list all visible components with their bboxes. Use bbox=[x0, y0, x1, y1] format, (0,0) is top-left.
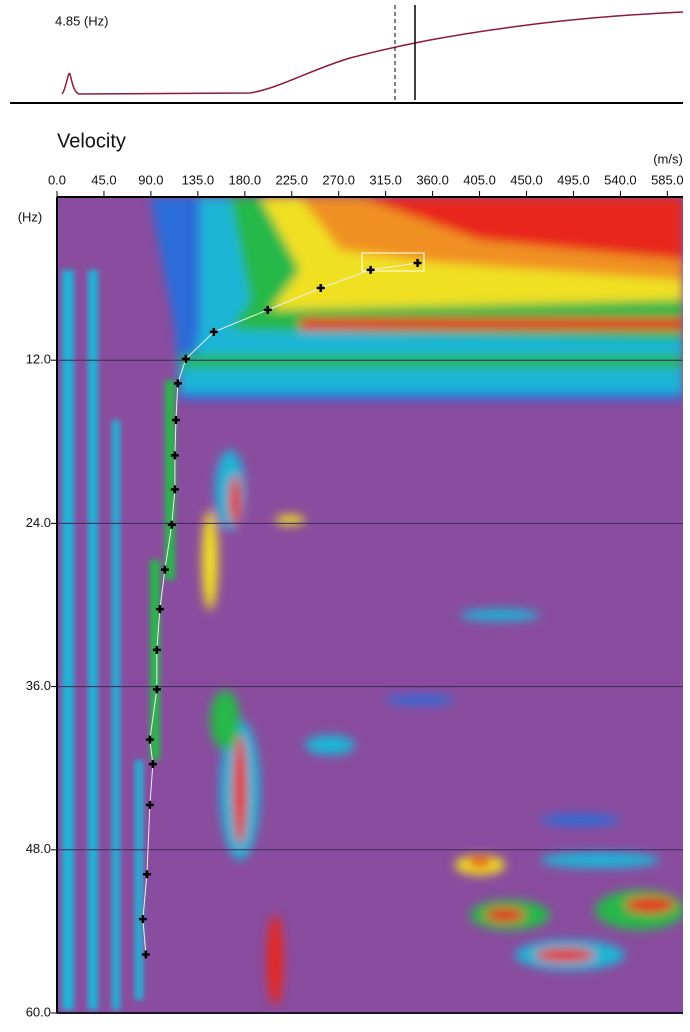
x-tick-label: 315.0 bbox=[369, 172, 402, 187]
pick-point bbox=[366, 265, 375, 274]
pick-point bbox=[173, 379, 182, 388]
pick-point bbox=[138, 915, 147, 924]
spectrum-line bbox=[61, 11, 684, 95]
y-tick-label: 60.0 bbox=[26, 1004, 51, 1019]
pick-point bbox=[170, 485, 179, 494]
pick-point bbox=[145, 800, 154, 809]
x-tick-label: 0.0 bbox=[48, 172, 66, 187]
y-axis-label: (Hz) bbox=[18, 209, 43, 224]
x-tick-label: 45.0 bbox=[91, 172, 116, 187]
pick-point bbox=[155, 605, 164, 614]
x-tick-label: 495.0 bbox=[557, 172, 590, 187]
chart-title: Velocity bbox=[57, 130, 126, 152]
y-tick-label: 36.0 bbox=[26, 678, 51, 693]
x-tick-label: 225.0 bbox=[275, 172, 308, 187]
x-tick-label: 270.0 bbox=[322, 172, 355, 187]
pick-point bbox=[316, 283, 325, 292]
x-tick-label: 180.0 bbox=[229, 172, 262, 187]
spectrum-panel: 4.85 (Hz) bbox=[10, 5, 684, 104]
pick-point bbox=[141, 950, 150, 959]
pick-point bbox=[152, 685, 161, 694]
pick-point bbox=[181, 354, 190, 363]
pick-point bbox=[263, 305, 272, 314]
pick-point bbox=[142, 870, 151, 879]
annotation: 4.85 (Hz) bbox=[55, 13, 108, 28]
pick-point bbox=[413, 258, 422, 267]
pick-point bbox=[160, 565, 169, 574]
x-tick-label: 90.0 bbox=[138, 172, 163, 187]
x-tick-label: 135.0 bbox=[182, 172, 215, 187]
pick-point bbox=[152, 645, 161, 654]
x-tick-label: 405.0 bbox=[463, 172, 496, 187]
pick-point bbox=[148, 760, 157, 769]
y-tick-label: 24.0 bbox=[26, 515, 51, 530]
x-axis-label: (m/s) bbox=[653, 151, 683, 166]
pick-point bbox=[167, 520, 176, 529]
y-tick-label: 12.0 bbox=[26, 352, 51, 367]
pick-point bbox=[171, 416, 180, 425]
pick-point bbox=[209, 327, 218, 336]
x-tick-label: 450.0 bbox=[510, 172, 543, 187]
x-tick-label: 540.0 bbox=[604, 172, 637, 187]
y-tick-label: 48.0 bbox=[26, 841, 51, 856]
pick-point bbox=[145, 735, 154, 744]
x-tick-label: 585.0 bbox=[651, 172, 684, 187]
dispersion-image bbox=[57, 197, 683, 1013]
x-tick-label: 360.0 bbox=[416, 172, 449, 187]
pick-point bbox=[170, 451, 179, 460]
